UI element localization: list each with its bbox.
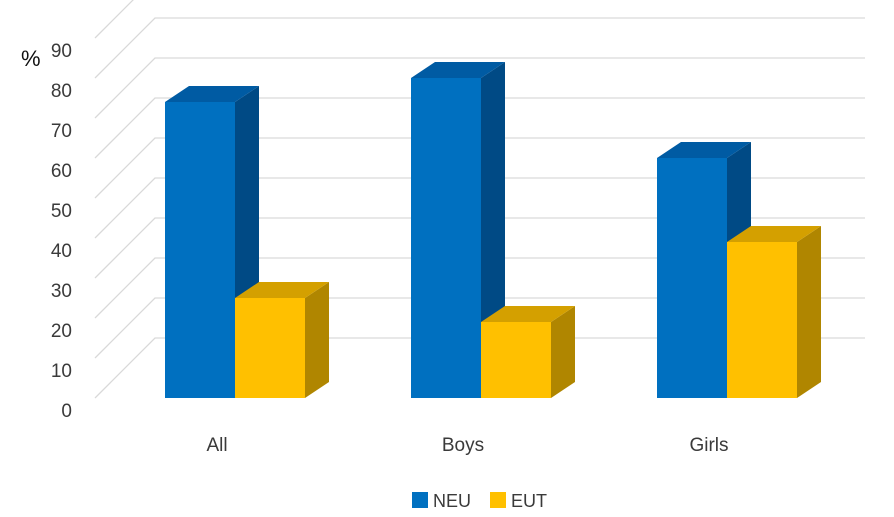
bar-top [235,282,329,298]
bar-side [551,306,575,398]
y-tick-label: 0 [61,401,72,422]
bar-top [727,226,821,242]
legend-swatch [490,492,506,508]
bar-top [657,142,751,158]
y-tick-label: 90 [51,41,72,62]
y-tick-label: 40 [51,241,72,262]
legend-item-neu: NEU [412,491,471,511]
gridline [94,137,865,199]
bar-eut-girls [727,226,821,398]
y-tick-label: 20 [51,321,72,342]
gridline [94,257,865,319]
gridline [94,217,865,279]
gridline [94,337,865,399]
legend: NEU EUT [412,491,547,511]
y-tick-label: 50 [51,201,72,222]
y-tick-label: 10 [51,361,72,382]
legend-item-eut: EUT [490,491,547,511]
bar-front [165,102,235,398]
gridline [94,177,865,239]
legend-label: EUT [511,491,547,511]
y-unit-label: % [21,46,41,71]
category-label: All [206,435,227,456]
bar-front [657,158,727,398]
bar-eut-all [235,282,329,398]
bar-top [165,86,259,102]
y-tick-label: 60 [51,161,72,182]
bar-front [411,78,481,398]
bar-top [411,62,505,78]
gridline [94,57,865,119]
y-tick-label: 80 [51,81,72,102]
y-tick-label: 30 [51,281,72,302]
bar-front [481,322,551,398]
x-axis: All Boys Girls [206,435,728,456]
y-tick-label: 70 [51,121,72,142]
y-axis: 0 10 20 30 40 50 60 70 80 90 [51,41,72,422]
category-label: Girls [689,435,728,456]
gridline [94,297,865,359]
bar-front [727,242,797,398]
bar-front [235,298,305,398]
bar-neu-all [165,86,259,398]
bar-eut-boys [481,306,575,398]
gridline [94,97,865,159]
legend-swatch [412,492,428,508]
bar-top [481,306,575,322]
bar-side [305,282,329,398]
gridline [94,17,865,79]
category-label: Boys [442,435,484,456]
bar-side [797,226,821,398]
gridline [94,0,134,39]
bars [165,62,821,398]
gridlines [94,0,865,399]
legend-label: NEU [433,491,471,511]
